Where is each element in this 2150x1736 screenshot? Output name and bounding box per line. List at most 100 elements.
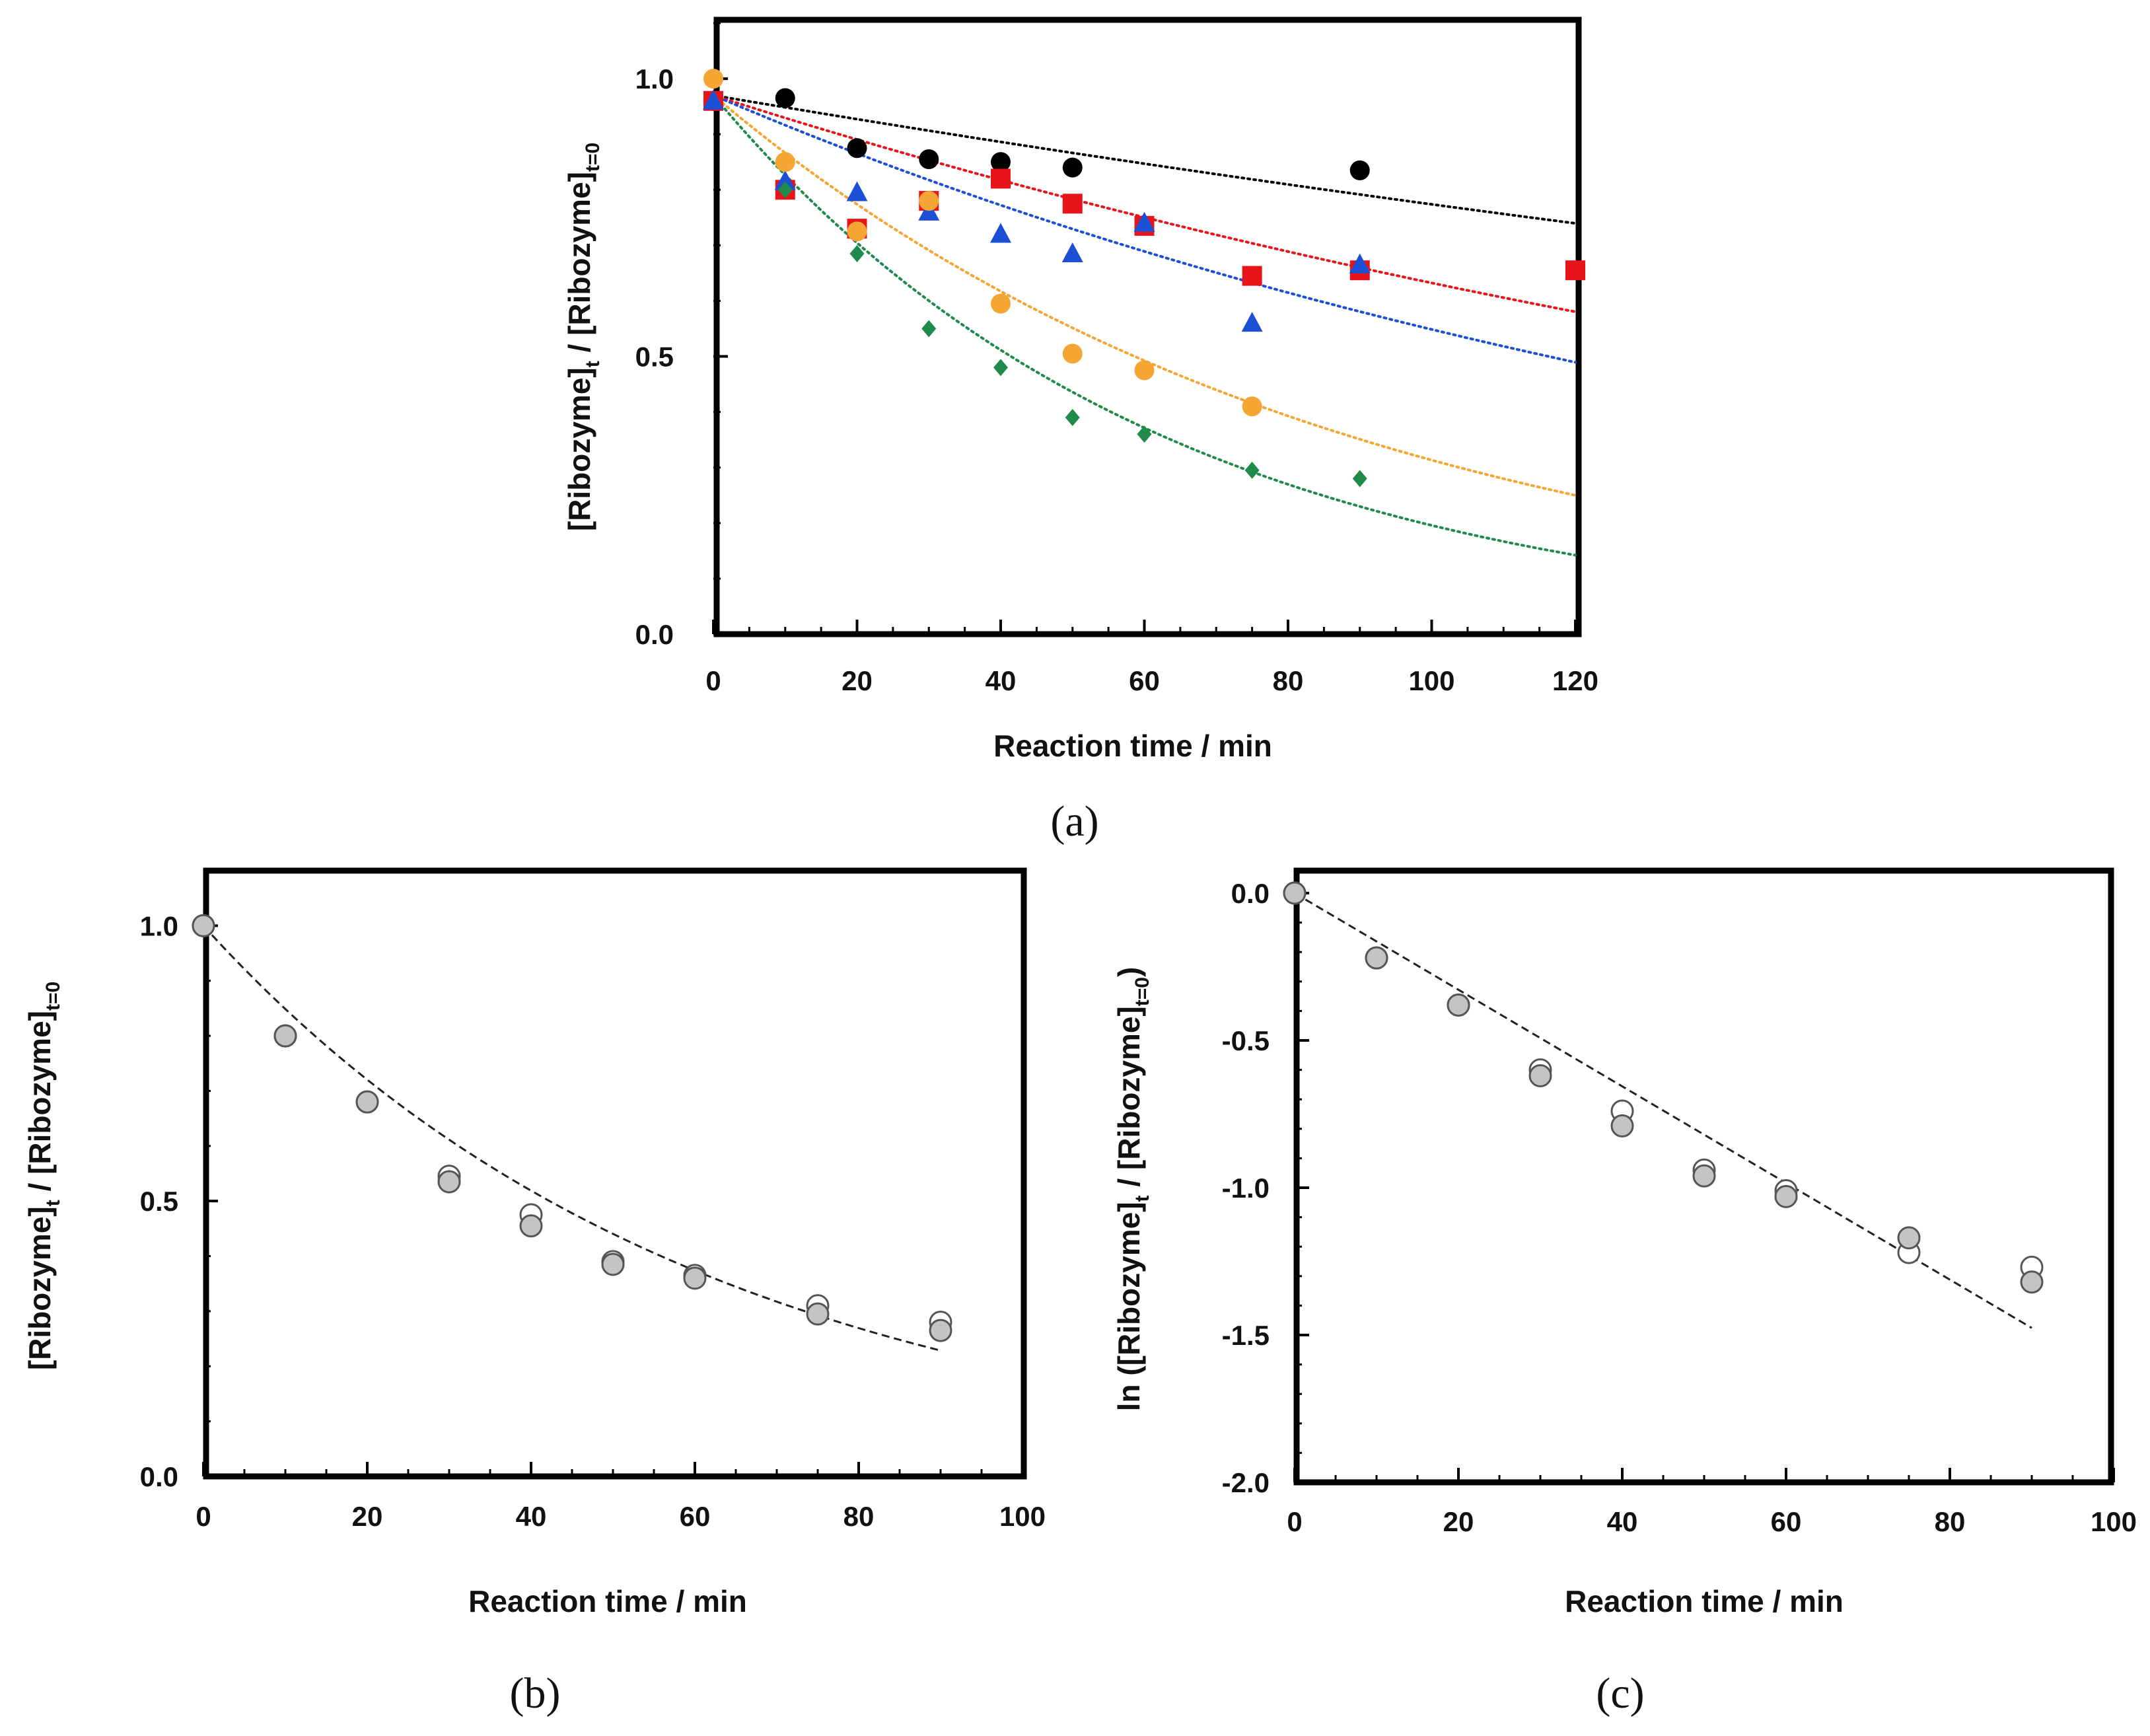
- panel-a-x-tick-labels: 0 20 40 60 80 100 120: [705, 665, 1598, 696]
- data-point-orange: [919, 191, 939, 211]
- data-point-green: [777, 181, 793, 199]
- data-point-orange: [703, 69, 723, 89]
- x-tick-label: 60: [680, 1501, 711, 1532]
- x-tick-label: 60: [1771, 1506, 1802, 1537]
- data-point-filled: [2020, 1270, 2044, 1294]
- fit-line: [1294, 892, 2032, 1329]
- x-tick-label: 0: [705, 665, 721, 696]
- panel-c-fit-lines: [1294, 892, 2032, 1329]
- y-tick-label: 0.5: [140, 1186, 178, 1217]
- data-point-orange: [1242, 396, 1262, 417]
- data-point-filled: [273, 1024, 297, 1048]
- data-point-blue: [990, 223, 1011, 243]
- data-point-filled: [929, 1319, 952, 1342]
- panel-b-points: [192, 914, 952, 1342]
- panel-b-chart: 0 20 40 60 80 100 0.0 0.5 1.0 Reaction time / m…: [22, 867, 1046, 1718]
- panel-a-y-axis-label: [Ribozyme]t / [Ribozyme]t=0: [562, 143, 604, 531]
- data-point-blue: [774, 170, 796, 190]
- data-point-green: [1065, 409, 1080, 427]
- data-point-filled: [1283, 881, 1307, 905]
- panel-b-y-tick-labels: 0.0 0.5 1.0: [140, 910, 178, 1492]
- x-tick-label: 20: [352, 1501, 383, 1532]
- panel-b-fit-lines: [202, 925, 941, 1352]
- data-point-filled: [806, 1302, 830, 1326]
- y-tick-label: 1.0: [635, 63, 674, 94]
- y-tick-label: 0.0: [140, 1461, 178, 1492]
- data-point-green: [1352, 470, 1367, 488]
- x-tick-label: 40: [516, 1501, 547, 1532]
- x-tick-label: 40: [1607, 1506, 1638, 1537]
- data-point-green: [849, 244, 865, 262]
- x-tick-label: 80: [1935, 1506, 1966, 1537]
- panel-b-ticks: [202, 869, 1024, 1478]
- y-tick-label: -2.0: [1222, 1467, 1270, 1498]
- panel-c-x-axis-label: Reaction time / min: [1565, 1584, 1844, 1618]
- data-point-black: [775, 88, 795, 108]
- y-tick-label: -1.5: [1222, 1320, 1270, 1351]
- data-point-filled: [1774, 1184, 1798, 1208]
- panel-a-x-axis-label: Reaction time / min: [993, 729, 1272, 763]
- panel-b-label: (b): [510, 1669, 561, 1718]
- x-tick-label: 100: [1408, 665, 1454, 696]
- y-tick-label: -1.0: [1222, 1173, 1270, 1204]
- panel-b-x-tick-labels: 0 20 40 60 80 100: [196, 1501, 1046, 1532]
- panel-c-chart: 0 20 40 60 80 100 0.0 -0.5 -1.0 -1.5 -2.0 Reactio…: [1112, 867, 2137, 1718]
- data-point-orange: [1062, 344, 1083, 364]
- data-point-filled: [1610, 1114, 1634, 1138]
- data-point-orange: [847, 221, 867, 242]
- data-point-blue: [846, 181, 868, 201]
- panel-a-fit-lines: [712, 94, 1577, 557]
- fit-line: [202, 925, 941, 1352]
- data-point-black: [847, 138, 867, 159]
- panel-a-y-tick-labels: 0.0 0.5 1.0: [635, 63, 674, 650]
- data-point-blue: [1133, 211, 1155, 232]
- data-point-red: [1242, 266, 1262, 286]
- panel-a-frame: [713, 17, 1582, 637]
- panel-c-label: (c): [1596, 1669, 1644, 1718]
- x-tick-label: 120: [1552, 665, 1598, 696]
- data-point-red: [1062, 194, 1083, 214]
- panel-c-points: [1283, 881, 2044, 1294]
- data-point-green: [1137, 425, 1152, 443]
- data-point-filled: [1447, 993, 1470, 1017]
- x-tick-label: 100: [2091, 1506, 2137, 1537]
- data-point-black: [1349, 160, 1370, 180]
- data-point-red: [991, 168, 1011, 189]
- panel-b-x-axis-label: Reaction time / min: [468, 1584, 747, 1618]
- data-point-filled: [1897, 1226, 1921, 1250]
- x-tick-label: 40: [985, 665, 1017, 696]
- x-tick-label: 20: [1443, 1506, 1474, 1537]
- data-point-green: [921, 320, 937, 338]
- panel-b-y-axis-label: [Ribozyme]t / [Ribozyme]t=0: [22, 982, 64, 1370]
- x-tick-label: 0: [196, 1501, 211, 1532]
- panel-c-x-tick-labels: 0 20 40 60 80 100: [1287, 1506, 2137, 1537]
- panel-a-label: (a): [1050, 797, 1098, 846]
- panel-c-y-tick-labels: 0.0 -0.5 -1.0 -1.5 -2.0: [1222, 878, 1270, 1498]
- data-point-filled: [1692, 1164, 1716, 1188]
- data-point-blue: [703, 89, 724, 110]
- panel-a-chart: 0 20 40 60 80 100 120 0.0 0.5 1.0 Reaction time …: [562, 17, 1598, 846]
- data-point-green: [993, 359, 1008, 377]
- y-tick-label: 0.0: [1231, 878, 1270, 909]
- data-point-blue: [1349, 253, 1371, 273]
- x-tick-label: 80: [843, 1501, 875, 1532]
- data-point-blue: [1241, 312, 1263, 332]
- data-point-black: [991, 152, 1011, 172]
- x-tick-label: 60: [1129, 665, 1160, 696]
- panel-c-y-axis-label: ln ([Ribozyme]t / [Ribozyme]t=0): [1112, 967, 1153, 1412]
- fit-line-red: [712, 94, 1577, 313]
- data-point-green: [1244, 461, 1260, 479]
- panel-a-ticks: [712, 22, 1577, 635]
- data-point-filled: [1528, 1064, 1552, 1088]
- y-tick-label: 0.0: [635, 619, 674, 650]
- data-point-red: [1565, 260, 1585, 281]
- data-point-filled: [355, 1090, 379, 1114]
- data-point-filled: [683, 1266, 707, 1290]
- data-point-black: [919, 149, 939, 170]
- data-point-black: [1062, 157, 1083, 178]
- data-point-orange: [991, 293, 1011, 314]
- y-tick-label: 0.5: [635, 342, 674, 373]
- data-point-filled: [601, 1252, 625, 1276]
- panel-a-points: [703, 69, 1585, 488]
